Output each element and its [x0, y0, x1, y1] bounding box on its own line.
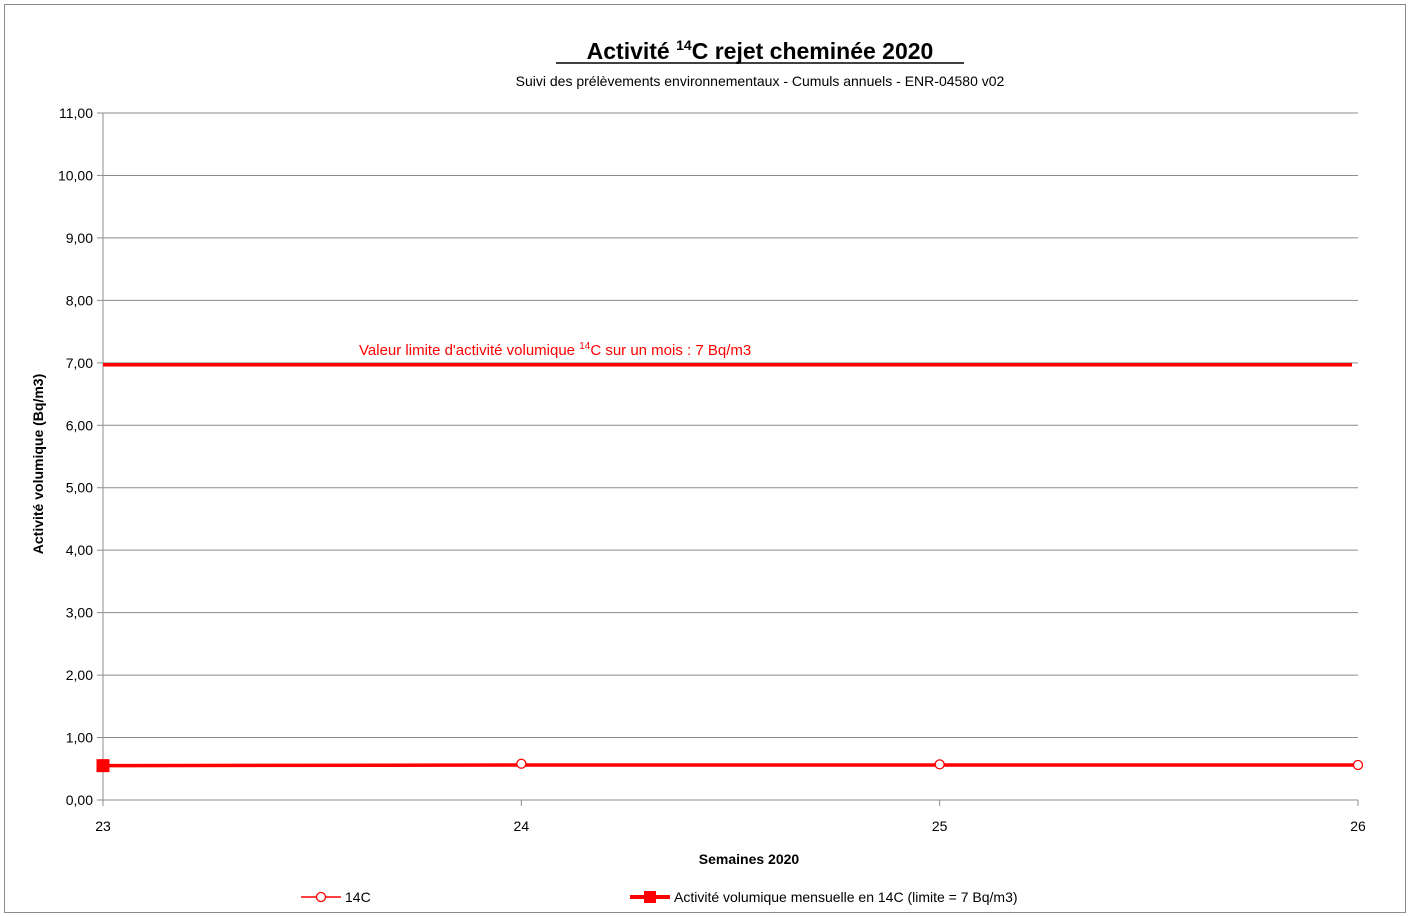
- chart-frame: Activité 14C rejet cheminée 2020 Suivi d…: [4, 4, 1406, 913]
- y-tick-label: 10,00: [58, 167, 93, 183]
- y-tick-label: 0,00: [66, 792, 93, 808]
- legend-item-14c: 14C: [301, 889, 371, 905]
- y-axis-title: Activité volumique (Bq/m3): [30, 374, 46, 554]
- series-monthly-line: [102, 763, 1358, 768]
- legend: 14C Activité volumique mensuelle en 14C …: [301, 889, 1018, 905]
- y-tick-label: 1,00: [66, 730, 93, 746]
- series-14c-point: [934, 759, 945, 770]
- y-tick-label: 5,00: [66, 480, 93, 496]
- x-tick-labels: 23 24 25 26: [95, 818, 1366, 834]
- chart-subtitle: Suivi des prélèvements environnementaux …: [516, 73, 1005, 89]
- y-tick-label: 9,00: [66, 230, 93, 246]
- chart-svg: Activité 14C rejet cheminée 2020 Suivi d…: [30, 37, 1366, 905]
- gridlines: [103, 112, 1358, 739]
- legend-item-monthly: Activité volumique mensuelle en 14C (lim…: [630, 889, 1018, 905]
- x-tick-label: 26: [1350, 818, 1366, 834]
- series-14c-point: [1352, 759, 1364, 771]
- y-tick-label: 7,00: [66, 355, 93, 371]
- chart-title: Activité 14C rejet cheminée 2020: [587, 37, 934, 64]
- y-tick-label: 2,00: [66, 667, 93, 683]
- y-tick-label: 11,00: [59, 105, 93, 121]
- y-tick-labels: 0,00 1,00 2,00 3,00 4,00 5,00 6,00 7,00 8,00 9,00…: [58, 105, 93, 808]
- legend-14c-circle-icon: [315, 891, 327, 903]
- limit-line-label: Valeur limite d'activité volumique 14C s…: [359, 341, 751, 359]
- y-tick-label: 8,00: [66, 292, 93, 308]
- x-axis-title: Semaines 2020: [699, 851, 800, 867]
- legend-monthly-label: Activité volumique mensuelle en 14C (lim…: [674, 889, 1018, 905]
- limit-line-label-superscript: 14: [579, 341, 591, 352]
- series-14c-point: [516, 758, 527, 769]
- series-monthly-square-marker: [96, 759, 110, 773]
- chart-title-superscript: 14: [676, 37, 692, 53]
- y-tick-label: 6,00: [66, 417, 93, 433]
- x-tick-label: 24: [514, 818, 530, 834]
- series-layer: [96, 362, 1364, 773]
- legend-monthly-square-icon: [644, 891, 656, 903]
- x-tick-label: 23: [95, 818, 111, 834]
- y-tick-label: 4,00: [66, 542, 93, 558]
- axes: [97, 112, 1359, 806]
- legend-14c-label: 14C: [345, 889, 371, 905]
- x-tick-label: 25: [932, 818, 948, 834]
- y-tick-label: 3,00: [66, 605, 93, 621]
